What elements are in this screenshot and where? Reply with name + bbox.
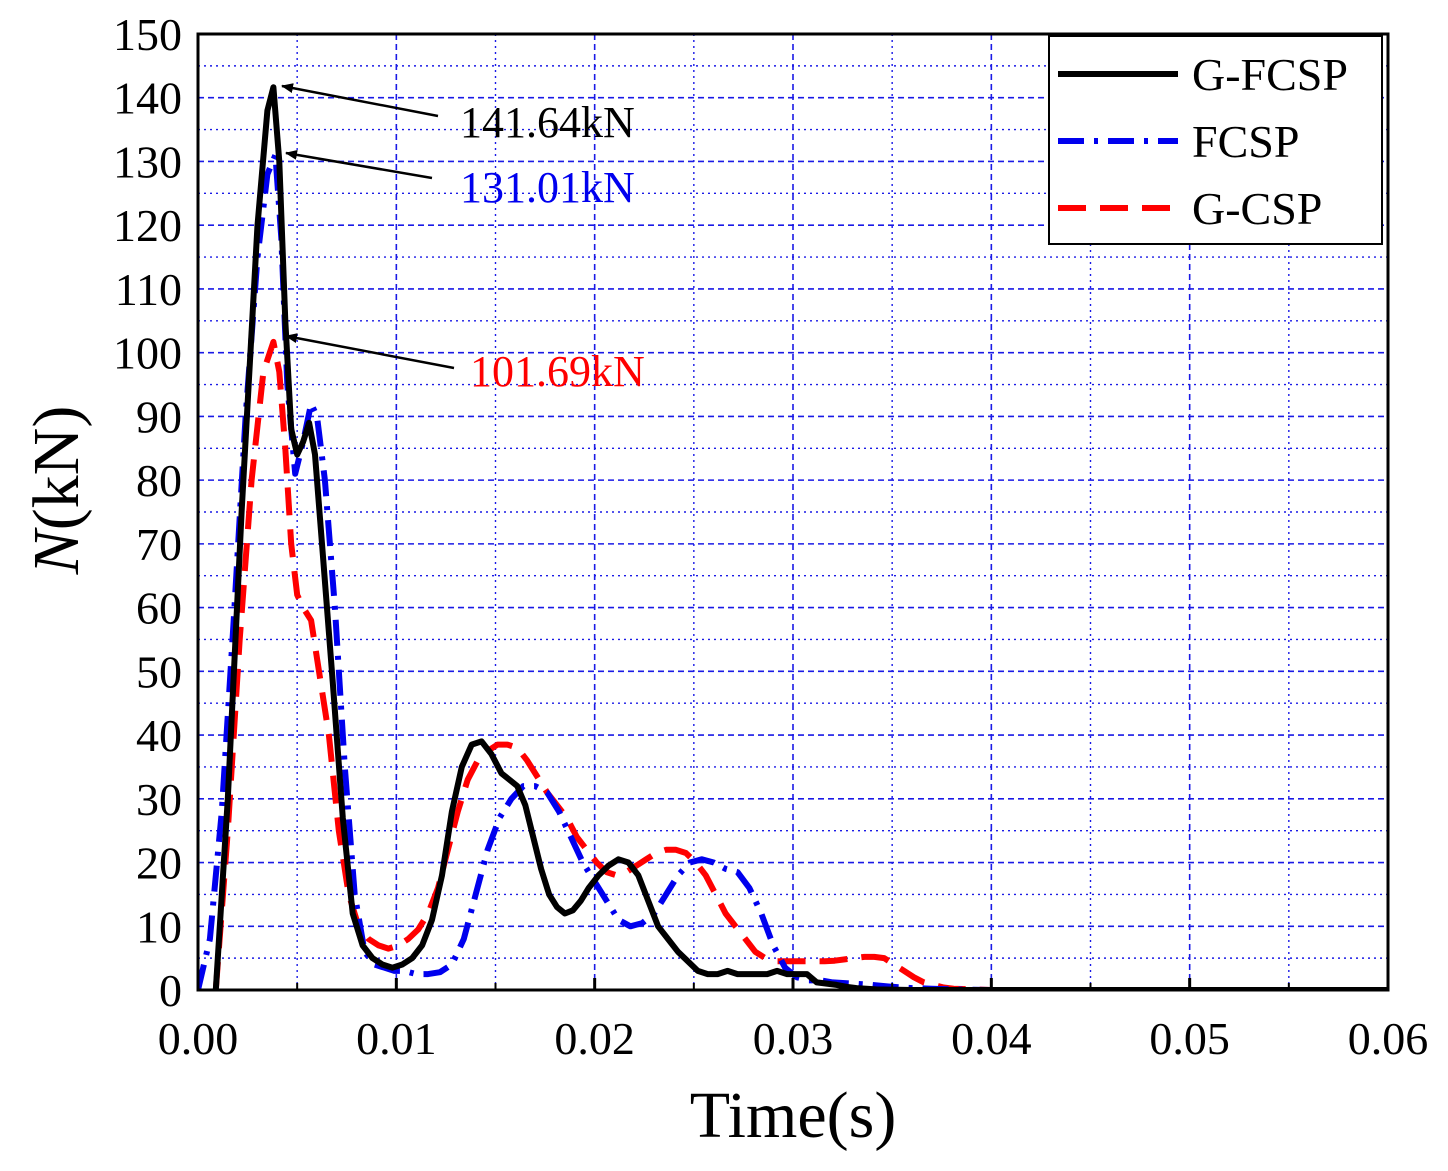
y-tick-label: 140 [113,73,182,124]
axis-ticks [196,978,1390,990]
series-line-g-csp [212,338,1388,990]
series-line-g-fcsp [212,84,1388,990]
y-tick-label: 90 [136,391,182,442]
annotations: 141.64kN 131.01kN 101.69kN [281,83,645,396]
annotation-arrow [281,83,439,118]
y-tick-label: 80 [136,455,182,506]
y-axis-title-symbol: N [20,526,93,575]
y-tick-label: 60 [136,583,182,634]
legend-label: FCSP [1192,116,1299,167]
y-tick-label: 50 [136,646,182,697]
x-tick-label: 0.01 [356,1013,437,1064]
x-tick-label: 0.05 [1149,1013,1230,1064]
y-tick-label: 30 [136,774,182,825]
y-tick-label: 120 [113,200,182,251]
y-axis-title: N(kN) [20,406,93,576]
y-tick-labels: 0 10 20 30 40 50 60 70 80 90 100 110 120 130 140 150 [113,9,182,1016]
x-tick-label: 0.02 [554,1013,635,1064]
x-tick-label: 0.03 [753,1013,834,1064]
y-tick-label: 110 [115,264,182,315]
x-tick-labels: 0.00 0.01 0.02 0.03 0.04 0.05 0.06 [158,1013,1429,1064]
y-axis-title-unit: (kN) [20,406,93,531]
y-tick-label: 130 [113,136,182,187]
y-tick-label: 70 [136,519,182,570]
legend: G-FCSP FCSP G-CSP [1048,35,1383,245]
x-tick-label: 0.00 [158,1013,239,1064]
legend-label: G-CSP [1192,183,1322,234]
legend-label: G-FCSP [1192,49,1348,100]
annotation-label: 101.69kN [470,347,645,396]
y-tick-label: 10 [136,901,182,952]
y-tick-label: 20 [136,838,182,889]
x-tick-label: 0.06 [1348,1013,1429,1064]
annotation-arrow [285,333,455,370]
y-tick-label: 150 [113,9,182,60]
x-axis-title: Time(s) [690,1079,897,1152]
annotation-label: 131.01kN [460,163,635,212]
x-tick-label: 0.04 [951,1013,1032,1064]
annotation-label: 141.64kN [460,98,635,147]
y-tick-label: 40 [136,710,182,761]
y-tick-label: 100 [113,328,182,379]
y-tick-label: 0 [159,965,182,1016]
series-group [198,84,1388,990]
annotation-arrow [285,149,433,180]
